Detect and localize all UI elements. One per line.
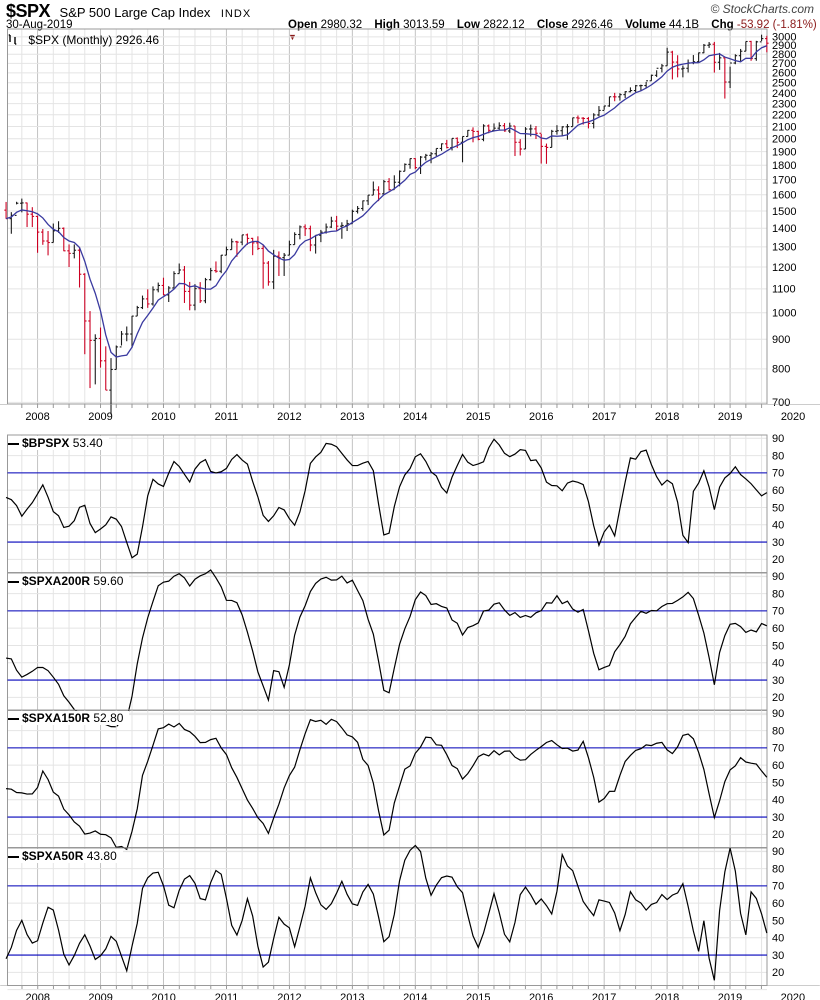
svg-text:30: 30 xyxy=(772,812,784,824)
svg-text:2015: 2015 xyxy=(466,411,490,423)
svg-text:2014: 2014 xyxy=(403,411,427,423)
svg-text:60: 60 xyxy=(772,760,784,772)
svg-text:2018: 2018 xyxy=(655,411,679,423)
svg-text:2300: 2300 xyxy=(772,98,796,110)
svg-text:80: 80 xyxy=(772,863,784,875)
svg-text:90: 90 xyxy=(772,433,784,445)
svg-text:2019: 2019 xyxy=(718,411,742,423)
svg-text:2015: 2015 xyxy=(466,992,490,1000)
svg-text:40: 40 xyxy=(772,795,784,807)
svg-text:2009: 2009 xyxy=(88,992,112,1000)
svg-text:50: 50 xyxy=(772,640,784,652)
svg-text:2700: 2700 xyxy=(772,58,796,70)
svg-text:20: 20 xyxy=(772,555,784,567)
svg-text:40: 40 xyxy=(772,657,784,669)
svg-text:30: 30 xyxy=(772,675,784,687)
svg-text:2011: 2011 xyxy=(215,992,239,1000)
svg-text:2017: 2017 xyxy=(592,411,616,423)
svg-text:2011: 2011 xyxy=(215,411,239,423)
svg-text:60: 60 xyxy=(772,898,784,910)
svg-text:2016: 2016 xyxy=(529,411,553,423)
svg-text:20: 20 xyxy=(772,967,784,979)
svg-text:2019: 2019 xyxy=(718,992,742,1000)
svg-text:2012: 2012 xyxy=(277,411,301,423)
svg-text:20: 20 xyxy=(772,830,784,842)
svg-text:1000: 1000 xyxy=(772,308,796,320)
svg-text:80: 80 xyxy=(772,451,784,463)
svg-text:2010: 2010 xyxy=(151,411,175,423)
svg-text:70: 70 xyxy=(772,881,784,893)
svg-text:2400: 2400 xyxy=(772,88,796,100)
svg-text:80: 80 xyxy=(772,588,784,600)
svg-text:2100: 2100 xyxy=(772,121,796,133)
svg-text:1400: 1400 xyxy=(772,223,796,235)
svg-text:90: 90 xyxy=(772,708,784,720)
svg-text:2008: 2008 xyxy=(26,992,50,1000)
svg-text:2016: 2016 xyxy=(529,992,553,1000)
svg-text:2014: 2014 xyxy=(403,992,427,1000)
svg-text:2000: 2000 xyxy=(772,134,796,146)
svg-text:2500: 2500 xyxy=(772,78,796,90)
svg-text:2010: 2010 xyxy=(151,992,175,1000)
svg-text:2020: 2020 xyxy=(781,411,805,423)
svg-text:50: 50 xyxy=(772,503,784,515)
svg-text:2800: 2800 xyxy=(772,49,796,61)
svg-text:20: 20 xyxy=(772,692,784,704)
svg-text:1700: 1700 xyxy=(772,174,796,186)
svg-text:60: 60 xyxy=(772,485,784,497)
svg-text:60: 60 xyxy=(772,623,784,635)
svg-text:70: 70 xyxy=(772,468,784,480)
svg-text:800: 800 xyxy=(772,364,790,376)
svg-text:50: 50 xyxy=(772,778,784,790)
svg-text:1500: 1500 xyxy=(772,206,796,218)
svg-text:40: 40 xyxy=(772,932,784,944)
svg-text:1600: 1600 xyxy=(772,190,796,202)
svg-text:1800: 1800 xyxy=(772,160,796,172)
svg-text:40: 40 xyxy=(772,520,784,532)
svg-text:2008: 2008 xyxy=(25,411,49,423)
svg-text:80: 80 xyxy=(772,726,784,738)
svg-text:90: 90 xyxy=(772,571,784,583)
svg-text:1100: 1100 xyxy=(772,284,796,296)
svg-text:2013: 2013 xyxy=(340,992,364,1000)
svg-text:50: 50 xyxy=(772,915,784,927)
svg-text:1900: 1900 xyxy=(772,146,796,158)
svg-text:2017: 2017 xyxy=(592,992,616,1000)
svg-text:1200: 1200 xyxy=(772,262,796,274)
svg-text:2012: 2012 xyxy=(277,992,301,1000)
svg-text:2200: 2200 xyxy=(772,110,796,122)
svg-text:30: 30 xyxy=(772,537,784,549)
svg-text:70: 70 xyxy=(772,606,784,618)
svg-text:70: 70 xyxy=(772,743,784,755)
svg-text:900: 900 xyxy=(772,334,790,346)
svg-text:1300: 1300 xyxy=(772,242,796,254)
svg-text:2009: 2009 xyxy=(88,411,112,423)
svg-text:2020: 2020 xyxy=(781,992,805,1000)
svg-text:2018: 2018 xyxy=(655,992,679,1000)
svg-text:2013: 2013 xyxy=(340,411,364,423)
svg-text:30: 30 xyxy=(772,950,784,962)
svg-text:90: 90 xyxy=(772,846,784,858)
svg-text:2600: 2600 xyxy=(772,68,796,80)
